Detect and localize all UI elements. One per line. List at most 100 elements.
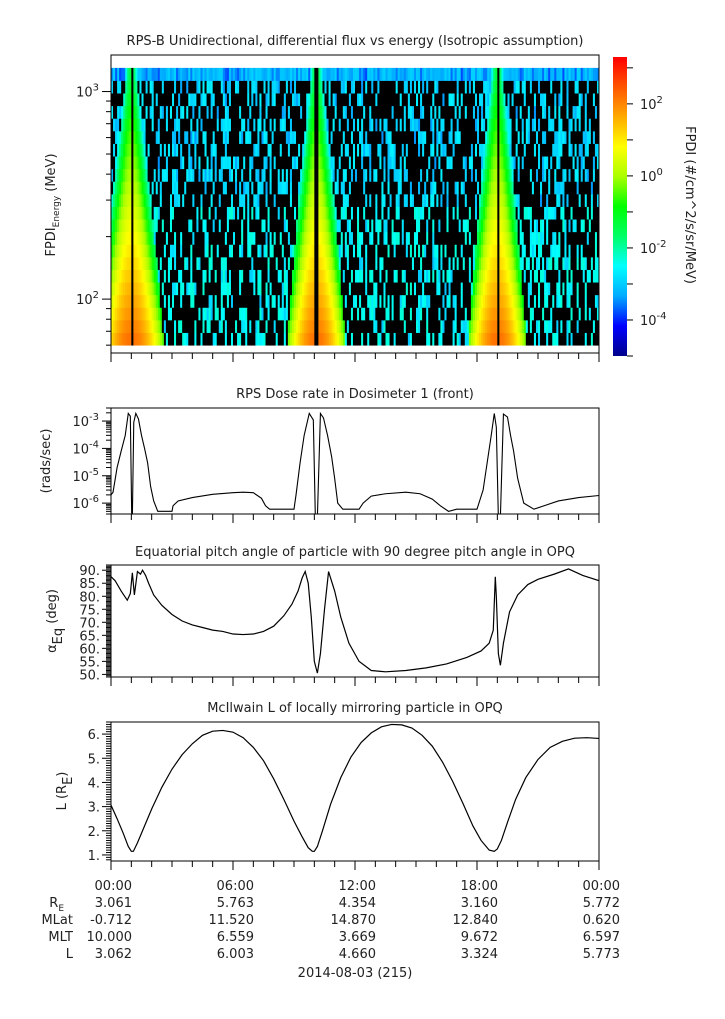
spectrogram-cell — [430, 332, 433, 346]
spectrogram-cell — [178, 294, 181, 308]
spectrogram-cell — [247, 219, 250, 233]
spectrogram-cell — [387, 206, 390, 220]
spectrogram-cell — [515, 105, 519, 119]
spectrogram-cell — [430, 219, 433, 233]
spectrogram-cell — [367, 231, 370, 245]
spectrogram-cell — [169, 307, 173, 321]
spectrogram-cell — [365, 332, 368, 346]
spectrogram-cell — [186, 168, 189, 182]
spectrogram-cell — [279, 244, 283, 258]
spectrogram-cell — [139, 130, 142, 144]
spectrogram-cell — [216, 319, 220, 333]
spectrogram-cell — [499, 282, 502, 296]
spectrogram-cell — [204, 332, 207, 346]
spectrogram-cell — [576, 105, 580, 119]
spectrogram-cell — [493, 269, 496, 283]
spectrogram-cell — [446, 143, 449, 157]
spectrogram-cell — [344, 332, 348, 346]
spectrogram-cell — [326, 181, 329, 195]
spectrogram-cell — [208, 156, 212, 170]
spectrogram-cell — [190, 282, 193, 296]
spectrogram-cell — [413, 156, 417, 170]
spectrogram-cell — [310, 231, 313, 245]
spectrogram-cell — [566, 143, 569, 157]
spectrogram-cell — [291, 156, 295, 170]
spectrogram-cell — [127, 93, 130, 107]
spectrogram-cell — [251, 244, 254, 258]
spectrogram-cell — [491, 269, 494, 283]
spectrogram-cell — [178, 256, 181, 270]
spectrogram-cell — [401, 93, 405, 107]
spectrogram-cell — [436, 282, 439, 296]
spectrogram-cell — [129, 269, 132, 283]
spectrogram-cell — [184, 181, 187, 195]
spectrogram-cell — [377, 156, 380, 170]
spectrogram-cell — [572, 156, 575, 170]
spectrogram-cell — [296, 219, 299, 233]
spectrogram-cell — [357, 93, 360, 107]
spectrogram-cell — [466, 219, 470, 233]
spectrogram-cell — [117, 168, 120, 182]
spectrogram-cell — [452, 219, 456, 233]
spectrogram-cell — [320, 105, 323, 119]
spectrogram-cell — [527, 282, 531, 296]
spectrogram-cell — [420, 181, 423, 195]
spectrogram-cell — [324, 143, 327, 157]
spectrogram-cell — [117, 93, 120, 107]
spectrogram-cell — [281, 93, 285, 107]
spectrogram-cell — [153, 80, 157, 94]
spectrogram-cell — [531, 231, 535, 245]
spectrogram-cell — [338, 181, 342, 195]
spectrogram-cell — [165, 105, 169, 119]
spectrogram-cell — [281, 269, 285, 283]
spectrogram-cell — [243, 118, 246, 132]
spectrogram-cell — [479, 307, 482, 321]
spectrogram-cell — [306, 319, 309, 333]
spectrogram-cell — [310, 80, 313, 94]
spectrogram-cell — [228, 181, 232, 195]
spectrogram-cell — [556, 143, 559, 157]
spectrogram-cell — [230, 105, 234, 119]
spectrogram-cell — [169, 156, 173, 170]
spectrogram-cell — [438, 219, 441, 233]
spectrogram-cell — [257, 319, 260, 333]
spectrogram-cell — [497, 244, 500, 258]
spectrogram-cell — [137, 206, 140, 220]
spectrogram-cell — [432, 244, 435, 258]
spectrogram-cell — [531, 307, 535, 321]
spectrogram-cell — [129, 319, 132, 333]
spectrogram-cell — [210, 206, 214, 220]
spectrogram-cell — [178, 168, 181, 182]
spectrogram-cell — [350, 219, 354, 233]
spectrogram-cell — [395, 118, 399, 132]
spectrogram-cell — [552, 143, 555, 157]
spectrogram-cell — [540, 256, 543, 270]
spectrogram-cell — [174, 105, 177, 119]
spectrogram-cell — [320, 244, 323, 258]
spectrogram-cell — [397, 206, 401, 220]
spectrogram-cell — [149, 256, 153, 270]
spectrogram-cell — [259, 118, 262, 132]
spectrogram-cell — [147, 168, 151, 182]
spectrogram-cell — [544, 319, 547, 333]
spectrogram-cell — [409, 231, 413, 245]
spectrogram-cell — [464, 156, 468, 170]
spectrogram-cell — [330, 307, 334, 321]
spectrogram-cell — [314, 105, 317, 119]
spectrogram-cell — [405, 181, 409, 195]
spectrogram-cell — [143, 319, 146, 333]
spectrogram-cell — [220, 269, 224, 283]
spectrogram-cell — [259, 244, 262, 258]
spectrogram-cell — [409, 269, 413, 283]
spectrogram-cell — [580, 206, 584, 220]
spectrogram-cell — [574, 168, 578, 182]
spectrogram-cell — [174, 93, 177, 107]
spectrogram-cell — [332, 193, 336, 207]
spectrogram-cell — [477, 282, 480, 296]
spectrogram-cell — [285, 181, 289, 195]
spectrogram-cell — [336, 130, 340, 144]
spectrogram-cell — [466, 244, 470, 258]
spectrogram-cell — [161, 118, 165, 132]
spectrogram-cell — [428, 294, 431, 308]
spectrogram-cell — [255, 118, 258, 132]
